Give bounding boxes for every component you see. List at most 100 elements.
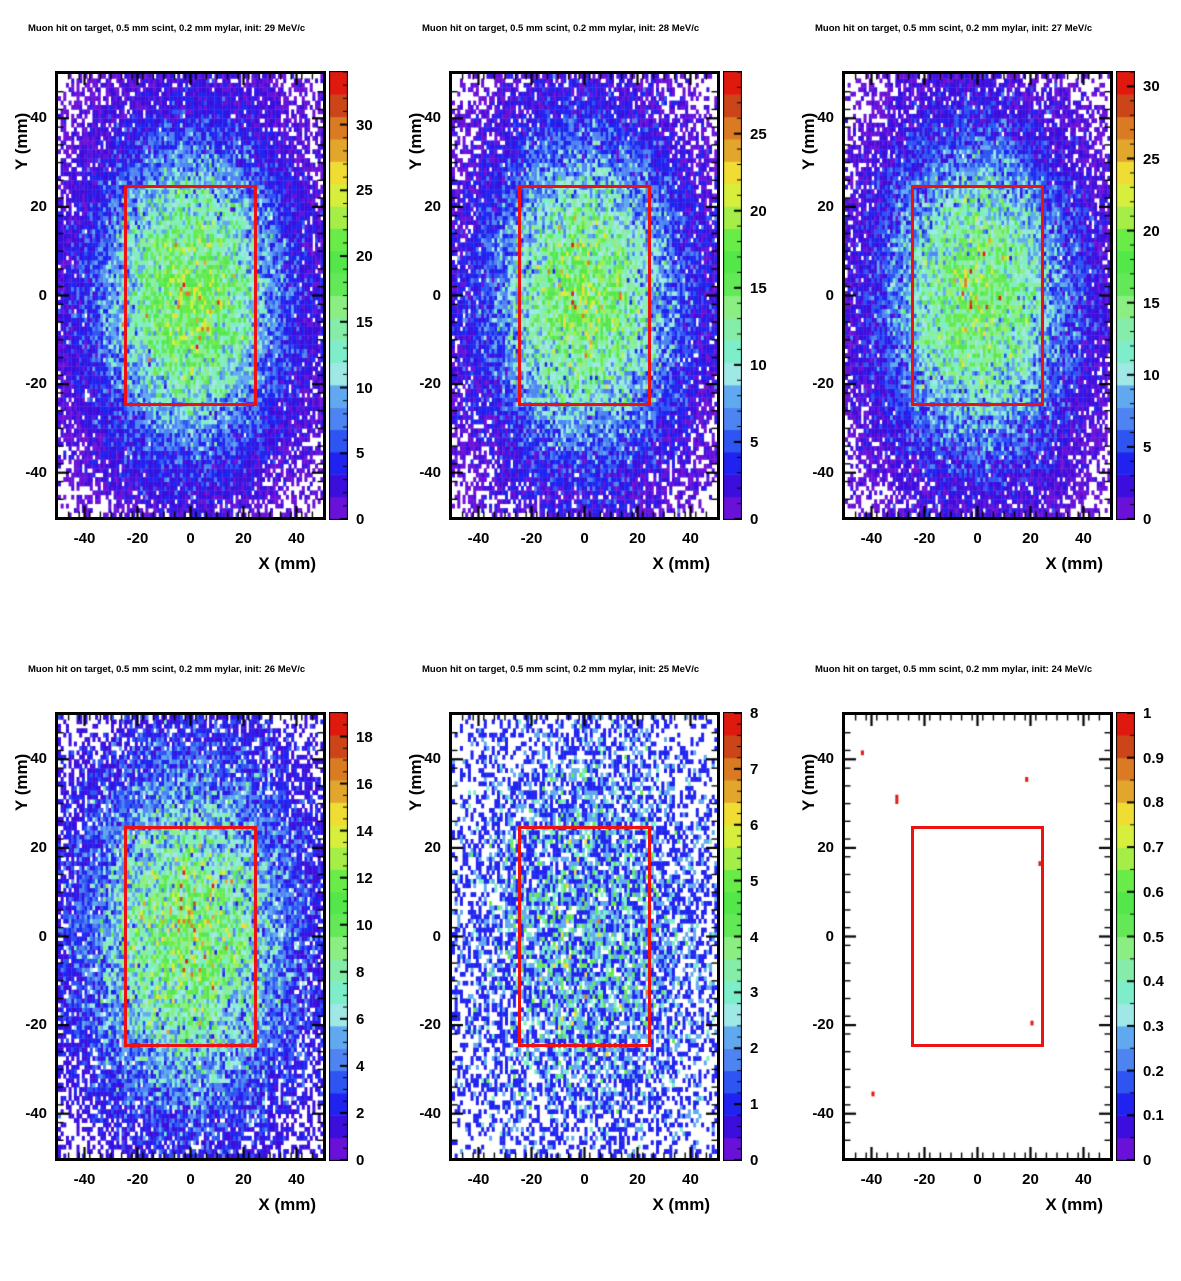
- panel-title: Muon hit on target, 0.5 mm scint, 0.2 mm…: [422, 23, 700, 34]
- heatmap-panel: Muon hit on target, 0.5 mm scint, 0.2 mm…: [787, 641, 1181, 1281]
- colorbar-canvas: [1116, 712, 1135, 1161]
- x-tick-label: -20: [913, 1171, 936, 1188]
- colorbar-tick-label: 0.3: [1143, 1017, 1164, 1035]
- y-tick-label: 0: [38, 286, 47, 304]
- colorbar-tick-label: 20: [750, 202, 767, 220]
- colorbar-tick-label: 0: [356, 511, 365, 528]
- colorbar-tick-label: 7: [750, 760, 759, 778]
- x-tick-label: -20: [126, 530, 149, 547]
- colorbar-tick-label: 15: [750, 279, 767, 297]
- histogram-canvas: [845, 715, 1110, 1158]
- y-tick-label: 0: [432, 286, 441, 304]
- target-region-overlay: [518, 184, 651, 407]
- y-tick-label: 0: [432, 927, 441, 945]
- x-tick-label: 20: [1022, 1171, 1039, 1188]
- panel-title: Muon hit on target, 0.5 mm scint, 0.2 mm…: [28, 23, 306, 34]
- colorbar-tick-label: 25: [356, 182, 373, 200]
- plot-frame: [842, 712, 1113, 1161]
- y-tick-label: 0: [825, 286, 834, 304]
- colorbar-tick-label: 0.7: [1143, 839, 1164, 857]
- x-tick-label: 20: [1022, 530, 1039, 547]
- colorbar-tick-label: 0: [750, 511, 759, 528]
- x-axis-title: X (mm): [1045, 1195, 1103, 1214]
- colorbar-tick-label: 14: [356, 822, 373, 840]
- y-tick-label: 40: [817, 109, 834, 127]
- histogram-canvas: [845, 74, 1110, 517]
- plot-frame: [55, 712, 326, 1161]
- target-region-overlay: [911, 184, 1044, 407]
- y-tick-label: 20: [424, 838, 441, 856]
- y-tick-label: -40: [25, 1104, 47, 1122]
- x-axis-title: X (mm): [258, 1195, 316, 1214]
- colorbar-canvas: [723, 712, 742, 1161]
- y-tick-label: 40: [817, 750, 834, 768]
- colorbar-tick-label: 1: [750, 1096, 759, 1114]
- colorbar-tick-label: 4: [356, 1057, 365, 1075]
- x-tick-label: 20: [629, 1171, 646, 1188]
- target-region-overlay: [124, 184, 257, 407]
- colorbar-tick-label: 3: [750, 984, 759, 1002]
- y-tick-label: -20: [812, 375, 834, 393]
- colorbar-canvas: [1116, 71, 1135, 520]
- x-tick-label: 40: [288, 530, 305, 547]
- y-tick-label: 40: [424, 750, 441, 768]
- colorbar-tick-label: 0.9: [1143, 749, 1164, 767]
- x-tick-label: 0: [973, 530, 982, 547]
- y-tick-label: 40: [30, 750, 47, 768]
- y-tick-label: -40: [25, 463, 47, 481]
- y-tick-label: 20: [817, 838, 834, 856]
- x-tick-label: -40: [860, 530, 883, 547]
- heatmap-panel: Muon hit on target, 0.5 mm scint, 0.2 mm…: [0, 641, 394, 1281]
- colorbar-tick-label: 0.4: [1143, 973, 1164, 991]
- x-axis-title: X (mm): [1045, 554, 1103, 573]
- colorbar-tick-label: 5: [750, 433, 759, 451]
- colorbar-tick-label: 20: [356, 248, 373, 266]
- y-tick-label: -20: [25, 1016, 47, 1034]
- colorbar-tick-label: 6: [356, 1010, 365, 1028]
- colorbar-canvas: [329, 712, 348, 1161]
- y-tick-label: 20: [30, 197, 47, 215]
- heatmap-panel: Muon hit on target, 0.5 mm scint, 0.2 mm…: [394, 0, 788, 640]
- colorbar-tick-label: 18: [356, 728, 373, 746]
- x-tick-label: 0: [580, 1171, 589, 1188]
- x-tick-label: 20: [629, 530, 646, 547]
- y-tick-label: 20: [424, 197, 441, 215]
- x-tick-label: 40: [1075, 530, 1092, 547]
- colorbar-tick-label: 0.2: [1143, 1062, 1164, 1080]
- colorbar-tick-label: 2: [750, 1040, 759, 1058]
- y-tick-label: 0: [38, 927, 47, 945]
- histogram-canvas: [452, 74, 717, 517]
- x-tick-label: 0: [973, 1171, 982, 1188]
- colorbar-tick-label: 25: [750, 125, 767, 143]
- plot-frame: [449, 71, 720, 520]
- y-tick-label: -20: [419, 1016, 441, 1034]
- colorbar-tick-label: 5: [750, 872, 759, 890]
- x-tick-label: -40: [467, 1171, 490, 1188]
- colorbar-tick-label: 10: [356, 379, 373, 397]
- colorbar-tick-label: 30: [356, 116, 373, 134]
- colorbar-tick-label: 30: [1143, 78, 1160, 96]
- panel-title: Muon hit on target, 0.5 mm scint, 0.2 mm…: [422, 664, 700, 675]
- x-tick-label: 20: [235, 530, 252, 547]
- y-tick-label: 0: [825, 927, 834, 945]
- colorbar-tick-label: 10: [356, 916, 373, 934]
- colorbar-tick-label: 0.5: [1143, 928, 1164, 946]
- colorbar-tick-label: 16: [356, 775, 373, 793]
- y-tick-label: -40: [419, 463, 441, 481]
- colorbar-tick-label: 15: [1143, 294, 1160, 312]
- colorbar-tick-label: 2: [356, 1104, 365, 1122]
- colorbar-tick-label: 10: [750, 356, 767, 374]
- colorbar-tick-label: 8: [356, 963, 365, 981]
- target-region-overlay: [124, 825, 257, 1048]
- y-tick-label: -40: [419, 1104, 441, 1122]
- colorbar-tick-label: 8: [750, 705, 759, 722]
- y-tick-label: -40: [812, 463, 834, 481]
- colorbar-tick-label: 0.1: [1143, 1107, 1164, 1125]
- x-tick-label: -20: [520, 1171, 543, 1188]
- histogram-canvas: [452, 715, 717, 1158]
- x-tick-label: 0: [580, 530, 589, 547]
- y-tick-label: 40: [424, 109, 441, 127]
- histogram-canvas: [58, 74, 323, 517]
- x-axis-title: X (mm): [652, 1195, 710, 1214]
